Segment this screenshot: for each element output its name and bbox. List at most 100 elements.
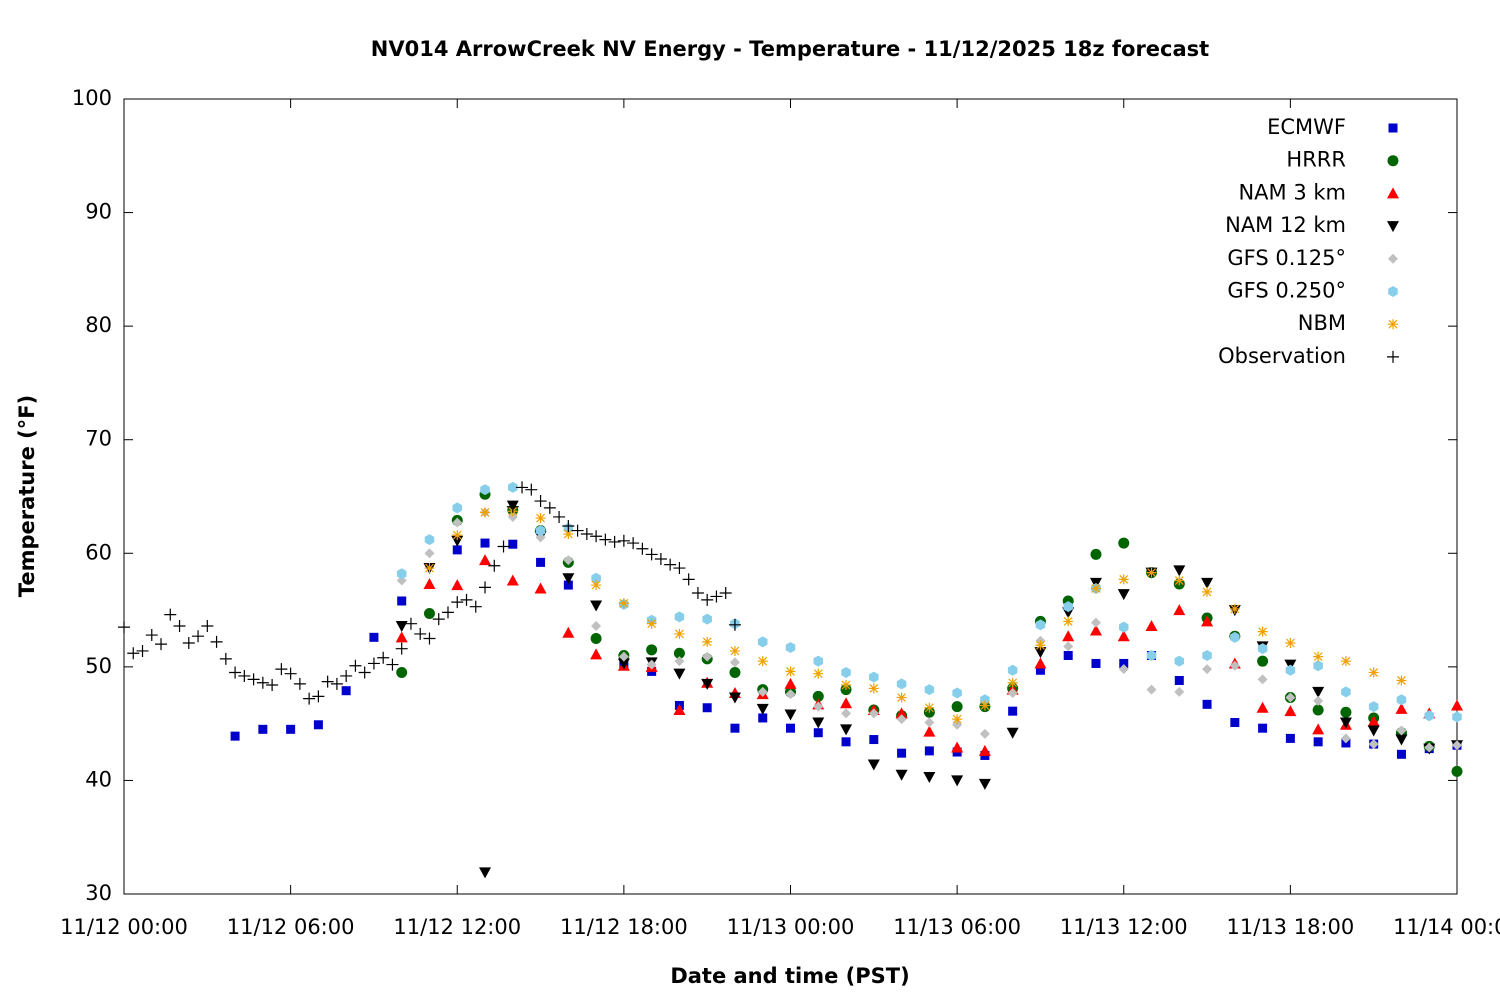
marker [571, 524, 584, 537]
marker [869, 735, 879, 745]
marker [757, 686, 768, 697]
marker [1202, 586, 1213, 597]
marker [813, 668, 824, 679]
marker [841, 708, 852, 719]
marker [562, 573, 575, 585]
marker [1145, 619, 1158, 631]
marker [1034, 657, 1047, 669]
y-tick-label: 100 [72, 86, 112, 110]
marker [313, 720, 323, 730]
marker [118, 621, 130, 634]
marker [1201, 577, 1214, 589]
marker [1173, 565, 1186, 577]
marker [1063, 641, 1074, 652]
marker [591, 620, 602, 631]
y-axis-label: Temperature (°F) [15, 395, 39, 597]
marker [1312, 686, 1325, 698]
marker [618, 651, 629, 662]
marker [469, 600, 482, 613]
marker [758, 713, 768, 723]
marker [701, 678, 714, 690]
marker [1257, 626, 1268, 637]
marker [293, 677, 306, 690]
marker [535, 532, 546, 543]
marker [673, 562, 686, 575]
marker [312, 690, 325, 703]
marker [673, 668, 686, 680]
marker [1007, 677, 1018, 688]
marker [590, 530, 603, 543]
marker [535, 513, 546, 524]
marker [452, 517, 463, 528]
marker [1285, 664, 1296, 676]
marker [386, 658, 399, 671]
marker [813, 701, 824, 712]
marker [424, 548, 435, 559]
marker [785, 642, 796, 654]
marker [182, 637, 195, 650]
marker [627, 537, 640, 550]
marker [201, 619, 214, 632]
marker [654, 552, 667, 565]
marker [951, 741, 964, 753]
marker [1367, 725, 1380, 737]
legend-marker [1388, 253, 1398, 264]
legend-marker [1387, 221, 1399, 233]
marker [452, 502, 463, 514]
marker [553, 510, 566, 523]
marker [646, 644, 658, 656]
marker [924, 717, 935, 728]
legend-label: ECMWF [1267, 115, 1346, 139]
marker [1313, 651, 1324, 662]
x-tick-label: 11/12 18:00 [560, 915, 688, 939]
marker [841, 667, 851, 679]
marker [563, 580, 573, 590]
marker [729, 645, 740, 656]
marker [1284, 705, 1297, 717]
marker [895, 707, 908, 719]
marker [1258, 723, 1268, 733]
marker [284, 667, 297, 680]
marker [1340, 706, 1352, 718]
marker [978, 778, 991, 790]
marker [1368, 667, 1379, 678]
marker [563, 555, 574, 566]
marker [563, 528, 574, 539]
marker [784, 677, 797, 689]
marker [978, 744, 991, 756]
marker [1117, 630, 1130, 642]
marker [1146, 684, 1157, 695]
marker [1201, 615, 1214, 627]
marker [330, 677, 343, 690]
marker [729, 657, 740, 668]
marker [1146, 650, 1157, 661]
marker [599, 533, 612, 546]
marker [1173, 604, 1186, 616]
marker [701, 593, 714, 606]
marker [1396, 749, 1406, 759]
marker [951, 775, 964, 787]
marker [480, 484, 490, 496]
x-tick-label: 11/14 00:00 [1393, 915, 1500, 939]
marker [535, 525, 546, 537]
marker [506, 574, 519, 586]
marker [756, 703, 769, 715]
marker [349, 659, 362, 672]
marker [812, 717, 825, 729]
marker [136, 644, 149, 657]
marker [1312, 723, 1325, 735]
x-tick-label: 11/12 12:00 [393, 915, 521, 939]
marker [1257, 643, 1268, 655]
marker [924, 684, 935, 696]
marker [479, 554, 492, 566]
marker [1451, 699, 1463, 711]
marker [841, 680, 852, 691]
marker [229, 666, 242, 679]
marker [1202, 664, 1213, 675]
marker [591, 580, 602, 591]
marker [702, 651, 713, 662]
y-tick-label: 80 [85, 313, 112, 337]
marker [219, 652, 232, 665]
marker [757, 656, 768, 667]
